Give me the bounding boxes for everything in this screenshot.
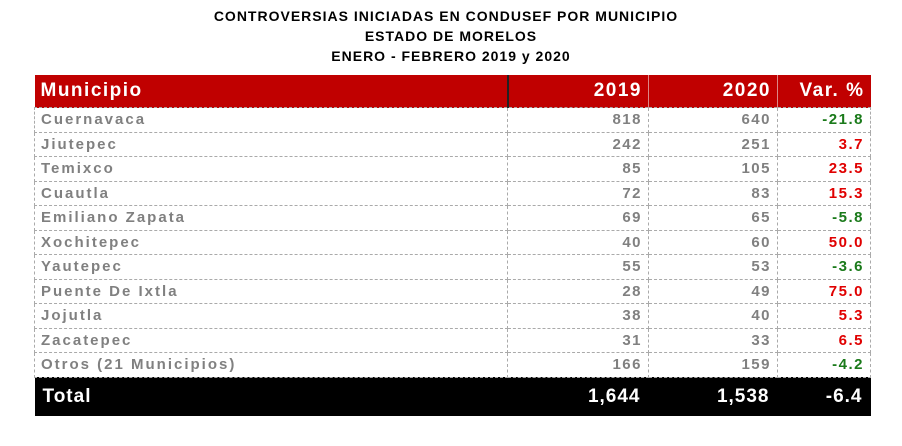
table-row: Jiutepec 242 251 3.7 (34, 131, 871, 157)
cell-value-2020: 105 (648, 156, 778, 182)
total-row: Total 1,644 1,538 -6.4 (34, 377, 871, 416)
title-line-1: CONTROVERSIAS INICIADAS EN CONDUSEF POR … (213, 8, 679, 24)
title-line-2: ESTADO DE MORELOS (364, 28, 538, 44)
cell-value-2019: 28 (507, 278, 649, 304)
cell-value-2020: 40 (648, 303, 778, 329)
cell-municipio: Yautepec (34, 254, 508, 280)
table-row: Temixco 85 105 23.5 (34, 156, 871, 182)
cell-var-percent: 15.3 (777, 180, 871, 206)
cell-value-2019: 31 (507, 327, 649, 353)
report-title: CONTROVERSIAS INICIADAS EN CONDUSEF POR … (0, 6, 902, 66)
cell-var-percent: -5.8 (777, 205, 871, 231)
table-row: Emiliano Zapata 69 65 -5.8 (34, 205, 871, 231)
total-2020: 1,538 (648, 377, 778, 416)
cell-var-percent: -4.2 (777, 352, 871, 378)
cell-var-percent: 5.3 (777, 303, 871, 329)
cell-value-2020: 159 (648, 352, 778, 378)
cell-var-percent: 50.0 (777, 229, 871, 255)
cell-municipio: Emiliano Zapata (34, 205, 508, 231)
cell-value-2019: 818 (507, 107, 649, 133)
table-row: Zacatepec 31 33 6.5 (34, 327, 871, 353)
header-row: Municipio 2019 2020 Var. % (34, 75, 871, 108)
table-row: Otros (21 Municipios) 166 159 -4.2 (34, 352, 871, 378)
cell-municipio: Cuautla (34, 180, 508, 206)
cell-value-2020: 49 (648, 278, 778, 304)
table-row: Jojutla 38 40 5.3 (34, 303, 871, 329)
cell-value-2019: 85 (507, 156, 649, 182)
cell-value-2019: 72 (507, 180, 649, 206)
cell-municipio: Temixco (34, 156, 508, 182)
cell-var-percent: 75.0 (777, 278, 871, 304)
cell-var-percent: 3.7 (777, 131, 871, 157)
cell-value-2020: 65 (648, 205, 778, 231)
total-2019: 1,644 (507, 377, 649, 416)
cell-value-2019: 38 (507, 303, 649, 329)
table-row: Cuautla 72 83 15.3 (34, 180, 871, 206)
total-label: Total (34, 377, 508, 416)
cell-value-2019: 40 (507, 229, 649, 255)
cell-municipio: Otros (21 Municipios) (34, 352, 508, 378)
header-2019: 2019 (507, 75, 649, 108)
cell-municipio: Zacatepec (34, 327, 508, 353)
cell-value-2020: 83 (648, 180, 778, 206)
cell-value-2019: 55 (507, 254, 649, 280)
table-row: Yautepec 55 53 -3.6 (34, 254, 871, 280)
cell-municipio: Jiutepec (34, 131, 508, 157)
total-var: -6.4 (777, 377, 871, 416)
cell-value-2020: 251 (648, 131, 778, 157)
table-row: Xochitepec 40 60 50.0 (34, 229, 871, 255)
cell-value-2020: 33 (648, 327, 778, 353)
cell-value-2019: 166 (507, 352, 649, 378)
cell-value-2020: 60 (648, 229, 778, 255)
cell-var-percent: 6.5 (777, 327, 871, 353)
cell-value-2019: 69 (507, 205, 649, 231)
title-line-3: ENERO - FEBRERO 2019 y 2020 (331, 48, 571, 64)
cell-var-percent: 23.5 (777, 156, 871, 182)
header-2020: 2020 (648, 75, 778, 108)
cell-value-2020: 640 (648, 107, 778, 133)
table-row: Cuernavaca 818 640 -21.8 (34, 107, 871, 133)
cell-municipio: Xochitepec (34, 229, 508, 255)
cell-var-percent: -3.6 (777, 254, 871, 280)
header-var: Var. % (777, 75, 871, 108)
cell-municipio: Jojutla (34, 303, 508, 329)
cell-value-2019: 242 (507, 131, 649, 157)
cell-value-2020: 53 (648, 254, 778, 280)
header-municipio: Municipio (34, 75, 509, 108)
cell-municipio: Puente De Ixtla (34, 278, 508, 304)
cell-municipio: Cuernavaca (34, 107, 508, 133)
table-row: Puente De Ixtla 28 49 75.0 (34, 278, 871, 304)
municipio-table: Municipio 2019 2020 Var. % Cuernavaca 818… (34, 75, 871, 416)
cell-var-percent: -21.8 (777, 107, 871, 133)
